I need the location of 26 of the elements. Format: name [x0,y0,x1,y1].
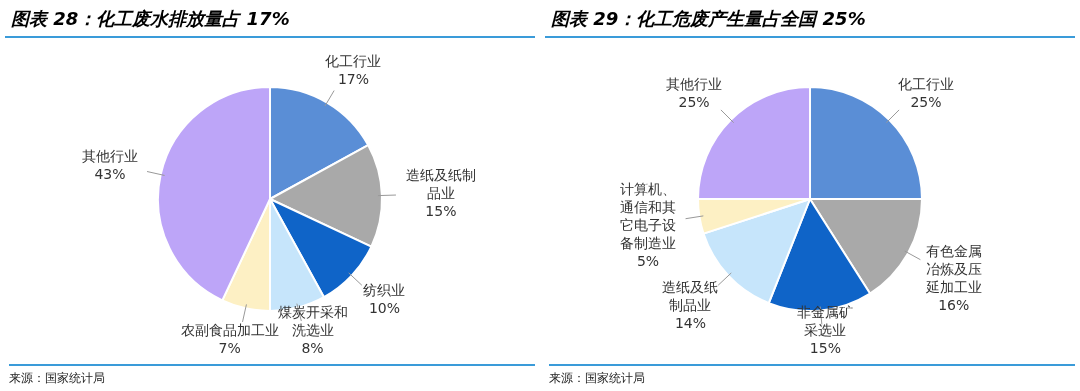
data-label: 16% [938,296,970,313]
slice-label: 其他行业 [666,75,723,92]
slice-label: 造纸及纸制品业 [405,166,476,201]
data-label: 17% [337,71,370,88]
slice-label: 化工行业 [897,75,954,92]
data-label: 15% [809,339,841,356]
source-note: 来源：国家统计局 [9,364,535,387]
data-label: 43% [94,166,126,183]
data-label: 10% [368,299,401,316]
data-label: 25% [910,93,942,110]
data-label: 7% [218,339,241,356]
slice-label: 造纸及纸制品业 [662,279,719,314]
source-note: 来源：国家统计局 [549,364,1075,387]
data-label: 15% [425,202,457,219]
slice-label: 农副食品加工业 [180,321,279,338]
data-label: 5% [636,253,660,270]
data-label: 14% [674,315,707,332]
data-label: 8% [301,339,324,356]
slice-label: 有色金属冶炼及压延加工业 [924,242,982,295]
chart-title: 图表 29：化工危废产生量占全国 25% [545,0,1075,38]
slice-label: 计算机、通信和其它电子设备制造业 [620,181,677,252]
slice-label: 纺织业 [363,281,406,298]
data-label: 25% [678,93,710,110]
slice-label: 其他行业 [81,148,138,165]
slice-label: 化工行业 [325,53,382,70]
chart-title: 图表 28：化工废水排放量占 17% [5,0,535,38]
